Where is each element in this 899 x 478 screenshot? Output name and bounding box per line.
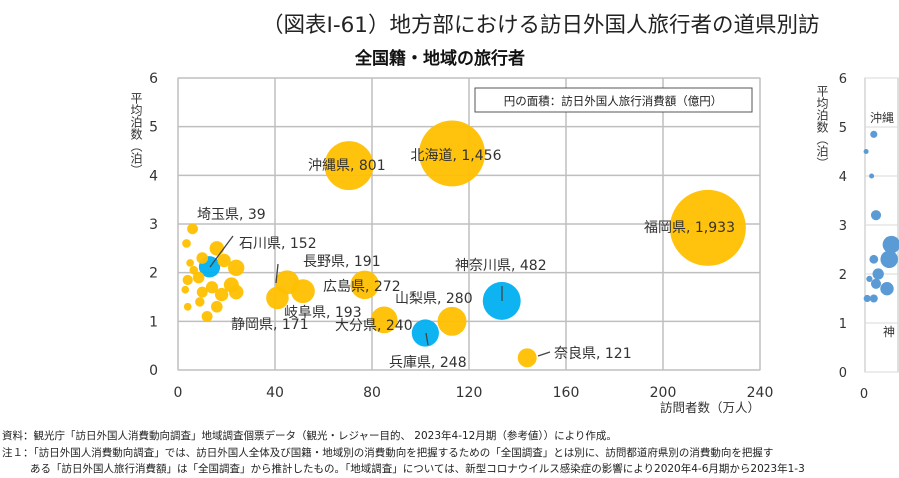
bubble-2 xyxy=(863,294,871,303)
legend-text: 円の面積：訪日外国人旅行消費額（億円） xyxy=(504,94,723,108)
bubble xyxy=(211,300,223,313)
chart-subtitle: 全国籍・地域の旅行者 xyxy=(355,49,525,69)
y-tick-label-2: 5 xyxy=(839,121,847,136)
y-axis-label: 平均泊数（泊） xyxy=(129,92,143,176)
bubble xyxy=(324,141,374,191)
x-tick-label: 80 xyxy=(363,385,381,401)
footnote-source: 資料：観光庁「訪日外国人消費動向調査」地域調査個票データ（観光・レジャー目的、 … xyxy=(2,430,617,442)
bubble xyxy=(411,319,439,347)
y-tick-label-2: 6 xyxy=(839,72,847,87)
x-tick-label: 40 xyxy=(266,385,284,401)
y-tick-label: 2 xyxy=(149,266,158,282)
data-label: 長野県, 191 xyxy=(303,254,381,270)
bubble xyxy=(266,286,289,310)
data-label: 兵庫県, 248 xyxy=(389,354,467,371)
data-label: 沖縄県, 801 xyxy=(308,158,386,174)
y-tick-label: 6 xyxy=(149,71,158,87)
bubble xyxy=(517,348,537,368)
bubble xyxy=(196,252,209,264)
y-tick-label-2: 0 xyxy=(839,366,847,381)
bubble-2 xyxy=(870,278,882,289)
x-tick-label: 240 xyxy=(747,385,774,401)
bubble xyxy=(217,253,231,268)
data-label: 大分県, 240 xyxy=(335,318,413,334)
bubble-2 xyxy=(880,282,894,296)
bubble xyxy=(195,297,205,307)
data-label-2: 沖縄 xyxy=(870,110,894,125)
bubble-2 xyxy=(872,268,884,280)
leader-line xyxy=(425,332,429,346)
y-tick-label: 5 xyxy=(149,120,158,136)
bubble-2 xyxy=(870,130,878,138)
bubble xyxy=(183,302,192,311)
bubble-2 xyxy=(869,173,875,179)
bubble xyxy=(419,120,485,187)
bubble-2 xyxy=(869,254,879,264)
y-tick-label: 3 xyxy=(149,217,158,233)
x-axis-label: 訪問者数（万人） xyxy=(660,400,760,415)
bubble xyxy=(182,274,193,286)
bubble xyxy=(228,284,244,300)
bubble xyxy=(290,279,315,304)
bubble xyxy=(669,189,746,266)
bubble-2 xyxy=(880,250,898,269)
legend-box xyxy=(474,87,753,113)
data-label: 奈良県, 121 xyxy=(554,346,632,362)
data-label: 神奈川県, 482 xyxy=(455,258,547,274)
leader-line xyxy=(275,263,279,284)
bubble xyxy=(196,286,208,298)
data-label: 静岡県, 171 xyxy=(231,317,309,333)
data-label: 広島県, 272 xyxy=(323,279,401,295)
bubble xyxy=(186,259,194,267)
leader-line xyxy=(537,351,551,357)
bubble-2 xyxy=(863,148,869,155)
y-tick-label-2: 2 xyxy=(839,268,847,283)
y-tick-label: 1 xyxy=(149,314,158,330)
bubble xyxy=(187,223,198,235)
y-tick-label-2: 1 xyxy=(839,317,847,332)
data-label: 石川県, 152 xyxy=(239,236,317,252)
bubble-2 xyxy=(869,294,878,303)
bubble xyxy=(214,287,229,302)
bubble xyxy=(209,241,225,256)
leader-line xyxy=(209,235,234,268)
data-label: 北海道, 1,456 xyxy=(411,148,502,164)
bubble xyxy=(370,306,398,334)
x-tick-label-2: 0 xyxy=(860,387,868,402)
x-tick-label: 160 xyxy=(553,385,580,401)
bubble-2 xyxy=(866,275,873,282)
data-label: 埼玉県, 39 xyxy=(197,207,266,223)
bubble xyxy=(189,265,199,275)
bubble xyxy=(192,271,205,284)
footnote-1: 注１：「訪日外国人消費動向調査」では、訪日外国人全体及び国籍・地域別の消費動向を… xyxy=(2,447,774,459)
data-label-2: 神 xyxy=(883,325,895,339)
x-tick-label: 200 xyxy=(650,385,677,401)
bubble xyxy=(181,285,190,294)
figure-title: （図表Ⅰ-61）地方部における訪日外国人旅行者の道県別訪 xyxy=(262,13,820,38)
bubble xyxy=(205,281,219,294)
y-axis-label-2: 平均泊数（泊） xyxy=(815,85,829,169)
y-tick-label-2: 4 xyxy=(839,170,847,185)
x-tick-label: 0 xyxy=(174,385,183,401)
data-label: 山梨県, 280 xyxy=(395,291,473,307)
bubble xyxy=(437,306,467,336)
x-tick-label: 120 xyxy=(456,385,483,401)
bubble xyxy=(182,239,191,248)
data-label: 福岡県, 1,933 xyxy=(644,220,735,236)
bubble xyxy=(201,311,213,322)
bubble-2 xyxy=(882,235,899,254)
y-tick-label: 0 xyxy=(149,363,158,379)
bubble xyxy=(228,259,245,276)
data-label: 岐阜県, 193 xyxy=(284,304,362,321)
footnote-1-cont: ある「訪日外国人旅行消費額」は「全国調査」から推計したもの。「地域調査」について… xyxy=(30,463,805,475)
bubble-2 xyxy=(870,210,882,221)
y-tick-label-2: 3 xyxy=(839,219,847,234)
y-tick-label: 4 xyxy=(149,168,158,184)
bubble xyxy=(350,270,379,300)
